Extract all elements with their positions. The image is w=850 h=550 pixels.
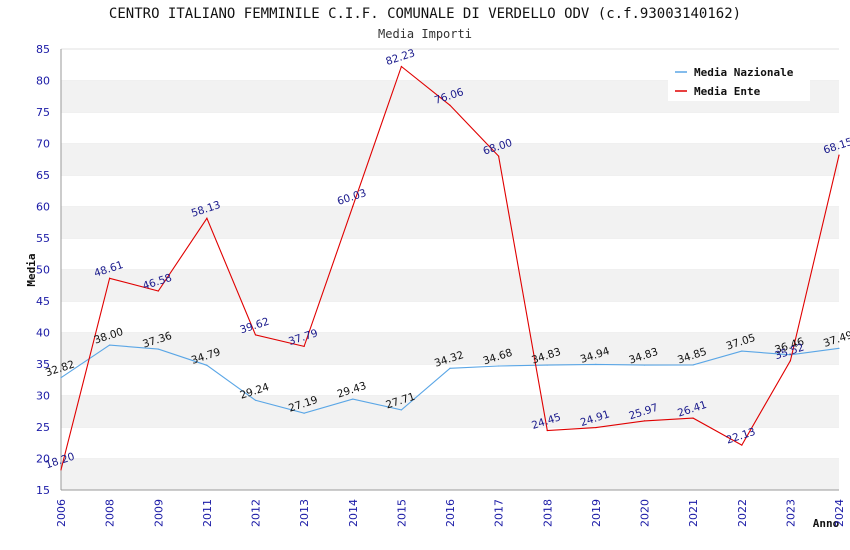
x-axis-title: Anno [813,517,840,530]
grid-bands [61,48,839,490]
x-tick-label: 2019 [590,499,603,527]
grid-band [61,395,839,427]
y-tick-label: 35 [36,358,50,371]
x-tick-label: 2013 [298,499,311,527]
data-point [449,367,451,369]
x-tick-label: 2017 [493,499,506,527]
y-tick-label: 55 [36,232,50,245]
grid-band [61,332,839,364]
legend-label: Media Ente [694,85,761,98]
x-tick-label: 2012 [250,499,263,527]
data-point [595,426,597,429]
series-lines [60,65,840,471]
data-point [692,364,694,366]
chart-subtitle: Media Importi [378,27,472,41]
x-tick-label: 2020 [639,499,652,527]
grid-band [61,458,839,490]
x-tick-label: 2008 [104,499,117,527]
x-tick-label: 2021 [687,499,700,527]
data-point [498,155,500,157]
data-point [546,364,548,366]
y-axis-ticks: 15 20 25 30 35 40 45 50 55 60 65 70 75 80 85 [36,43,50,497]
x-tick-label: 2016 [444,499,457,527]
data-point [595,363,597,365]
y-tick-label: 85 [36,43,50,56]
data-point [498,365,500,367]
y-tick-label: 40 [36,327,50,340]
grid-band [61,206,839,238]
y-tick-label: 15 [36,484,50,497]
data-point [109,344,111,346]
data-point [838,154,840,156]
data-point [206,217,208,219]
x-tick-label: 2023 [784,499,797,527]
data-point [643,420,646,422]
data-point [546,429,548,432]
y-tick-label: 30 [36,390,50,403]
data-point [838,347,840,349]
legend: Media Nazionale Media Ente [668,59,810,101]
grid-band [61,427,839,459]
x-tick-label: 2006 [55,499,68,527]
x-tick-label: 2015 [395,499,408,527]
chart-title: CENTRO ITALIANO FEMMINILE C.I.F. COMUNAL… [109,6,741,22]
grid-band [61,112,839,144]
grid-band [61,364,839,396]
data-point [254,334,257,336]
data-point [157,290,159,292]
grid-band [61,175,839,207]
x-tick-label: 2024 [833,499,846,527]
data-point [254,399,257,401]
data-point [449,104,451,106]
grid-band [61,143,839,175]
data-point [741,444,743,446]
y-tick-label: 65 [36,169,50,182]
data-point [352,398,354,400]
grid-band [61,238,839,270]
y-tick-label: 80 [36,75,50,88]
data-point [400,409,402,411]
data-point [400,65,402,68]
data-point [60,469,62,471]
data-point [303,345,305,348]
data-point [206,364,208,366]
data-point [157,348,159,350]
x-tick-label: 2018 [541,499,554,527]
data-point [109,277,111,279]
y-tick-label: 60 [36,201,50,214]
y-tick-label: 50 [36,264,50,277]
x-tick-label: 2022 [736,499,749,527]
y-tick-label: 25 [36,421,50,434]
x-axis-ticks: 2006 2008 2009 2011 2012 2013 2014 2015 2016 2017… [55,499,846,527]
y-axis-title: Media [25,253,38,286]
grid-band [61,301,839,333]
x-tick-label: 2011 [201,499,214,527]
y-tick-label: 45 [36,295,50,308]
x-tick-label: 2014 [347,499,360,527]
data-point [692,417,694,419]
y-tick-label: 20 [36,453,50,466]
data-point [741,350,743,352]
y-tick-label: 75 [36,106,50,119]
data-point [303,412,305,414]
data-point [789,360,791,362]
legend-label: Media Nazionale [694,66,794,79]
legend-box [668,59,810,101]
y-tick-label: 70 [36,138,50,151]
data-point [643,364,646,366]
grid-band [61,269,839,301]
axes [60,49,839,491]
data-point [789,354,791,356]
x-tick-label: 2009 [152,499,165,527]
data-point [60,377,62,379]
data-point [352,205,354,207]
